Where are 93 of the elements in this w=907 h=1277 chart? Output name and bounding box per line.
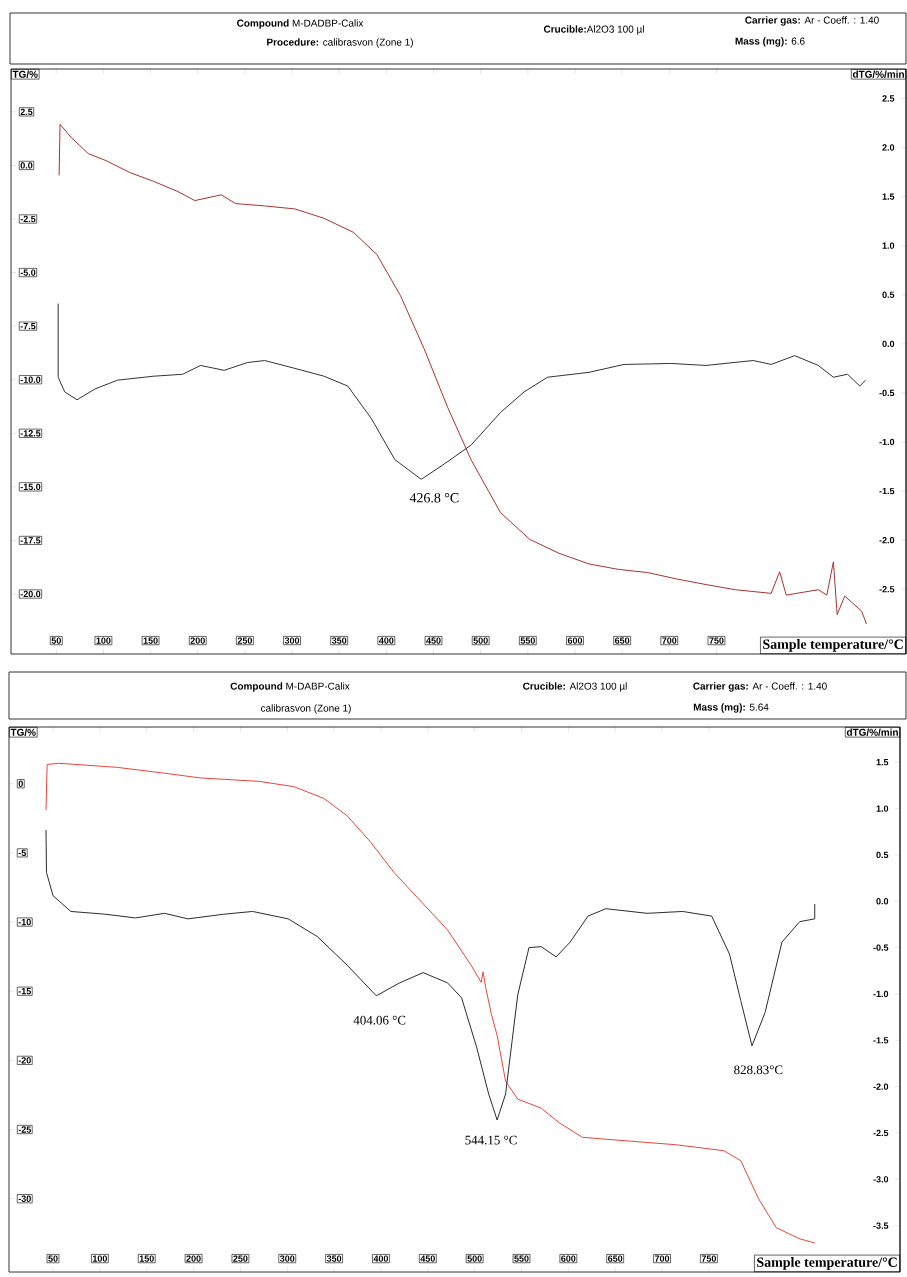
- y2-tick-label: 2.5: [882, 95, 895, 102]
- y2-tick-label: -2.5: [873, 1129, 889, 1137]
- y2-tick-label: -0.5: [879, 389, 895, 397]
- x-tick-label: 50: [51, 637, 61, 644]
- y2-tick-label: -0.5: [873, 944, 889, 951]
- x-tick-label: 150: [143, 637, 158, 644]
- y2-tick-label: -1.5: [873, 1037, 889, 1044]
- x-tick-label: 500: [473, 637, 488, 644]
- x-tick-label: 650: [608, 1255, 623, 1262]
- y2-tick-label: -1.0: [879, 438, 895, 446]
- y-tick-label: -20.0: [20, 590, 41, 598]
- y2-tick-label: -1.5: [879, 487, 895, 495]
- text: Carrier gas: Ar - Coeff. : 1.40: [745, 16, 879, 26]
- annotation: 426.8 °C: [409, 493, 459, 503]
- y2-tick-label: -2.0: [879, 536, 895, 544]
- text: Compound M-DADBP-Calix: [237, 19, 364, 29]
- y-tick-label: -15.0: [20, 483, 41, 491]
- x-tick-label: 200: [186, 1255, 201, 1262]
- y2-tick-label: 2.0: [882, 144, 895, 151]
- y2-tick-label: -2.5: [879, 586, 895, 593]
- x-tick-label: 700: [654, 1255, 670, 1262]
- y2-tick-label: 0.5: [882, 291, 895, 298]
- x-tick-label: 550: [520, 637, 535, 644]
- x-tick-label: 250: [237, 637, 253, 644]
- y-tick-label: -30: [18, 1195, 31, 1202]
- y-tick-label: -10: [18, 918, 31, 926]
- y-tick-label: -5: [18, 849, 26, 857]
- x-tick-label: 600: [561, 1255, 576, 1262]
- y-tick-label: 0.0: [20, 162, 33, 169]
- y2-axis-title: dTG/%/min: [846, 728, 898, 736]
- x-tick-label: 450: [420, 1255, 435, 1262]
- y-tick-label: -7.5: [20, 323, 36, 330]
- x-tick-label: 400: [379, 637, 394, 644]
- x-tick-label: 250: [233, 1255, 248, 1262]
- y2-tick-label: -3.0: [873, 1176, 889, 1183]
- x-tick-label: 300: [279, 1255, 295, 1262]
- y2-tick-label: 0.0: [882, 340, 895, 348]
- y-tick-label: -20: [18, 1057, 31, 1064]
- x-tick-label: 600: [567, 637, 583, 644]
- y-tick-label: -17.5: [20, 537, 41, 544]
- text: Carrier gas: Ar - Coeff. : 1.40: [693, 682, 827, 692]
- x-tick-label: 100: [92, 1255, 107, 1262]
- x-tick-label: 750: [701, 1255, 716, 1262]
- x-tick-label: 350: [331, 637, 347, 644]
- x-tick-label: 750: [709, 637, 724, 644]
- text: Compound M-DABP-Calix: [230, 682, 350, 692]
- x-axis-title: Sample temperature/°C: [763, 639, 903, 652]
- y-tick-label: 2.5: [20, 108, 33, 116]
- annotation: 828.83°C: [734, 1065, 783, 1075]
- x-axis-title: Sample temperature/°C: [757, 1257, 897, 1270]
- y-axis-title: TG/%: [10, 728, 36, 736]
- x-tick-label: 100: [96, 637, 111, 644]
- x-tick-label: 400: [373, 1255, 389, 1262]
- x-tick-label: 700: [662, 637, 677, 644]
- x-tick-label: 50: [48, 1255, 58, 1262]
- y-tick-label: -15: [18, 988, 31, 995]
- y-axis-title: TG/%: [12, 70, 38, 78]
- text: Mass (mg): 6.6: [735, 37, 805, 47]
- y-tick-label: -12.5: [20, 430, 41, 437]
- x-tick-label: 500: [467, 1255, 482, 1262]
- y2-tick-label: 1.5: [876, 759, 889, 766]
- y2-tick-label: 0.0: [876, 898, 889, 905]
- y2-tick-label: 0.5: [876, 851, 889, 859]
- annotation: 544.15 °C: [465, 1135, 517, 1145]
- y-tick-label: 0: [18, 780, 23, 787]
- y2-tick-label: 1.0: [876, 805, 889, 812]
- annotation: 404.06 °C: [353, 1015, 406, 1025]
- y2-tick-label: -3.5: [873, 1222, 889, 1229]
- y2-tick-label: 1.5: [882, 193, 895, 200]
- text: Crucible: Al2O3 100 µl: [523, 682, 627, 692]
- line-series: [57, 303, 866, 480]
- text: calibrasvon (Zone 1): [261, 704, 351, 714]
- x-tick-label: 450: [426, 637, 441, 644]
- x-tick-label: 350: [326, 1255, 342, 1262]
- x-tick-label: 150: [139, 1255, 154, 1262]
- text: Mass (mg): 5.64: [693, 703, 769, 713]
- x-tick-label: 550: [514, 1255, 529, 1262]
- line-series: [45, 762, 816, 1244]
- y2-axis-title: dTG/%/min: [852, 70, 904, 78]
- line-series: [58, 123, 867, 625]
- x-tick-label: 650: [614, 637, 630, 644]
- text: Procedure: calibrasvon (Zone 1): [267, 38, 413, 48]
- y-tick-label: -10.0: [20, 376, 41, 383]
- y2-tick-label: 1.0: [882, 242, 895, 249]
- y-tick-label: -5.0: [20, 269, 36, 276]
- y-tick-label: -2.5: [20, 215, 36, 223]
- line-series: [45, 829, 816, 1121]
- x-tick-label: 300: [284, 637, 300, 644]
- y2-tick-label: -2.0: [873, 1083, 889, 1090]
- y-tick-label: -25: [18, 1126, 31, 1133]
- x-tick-label: 200: [190, 637, 205, 644]
- y2-tick-label: -1.0: [873, 990, 889, 998]
- text: Crucible:Al2O3 100 µl: [543, 25, 644, 35]
